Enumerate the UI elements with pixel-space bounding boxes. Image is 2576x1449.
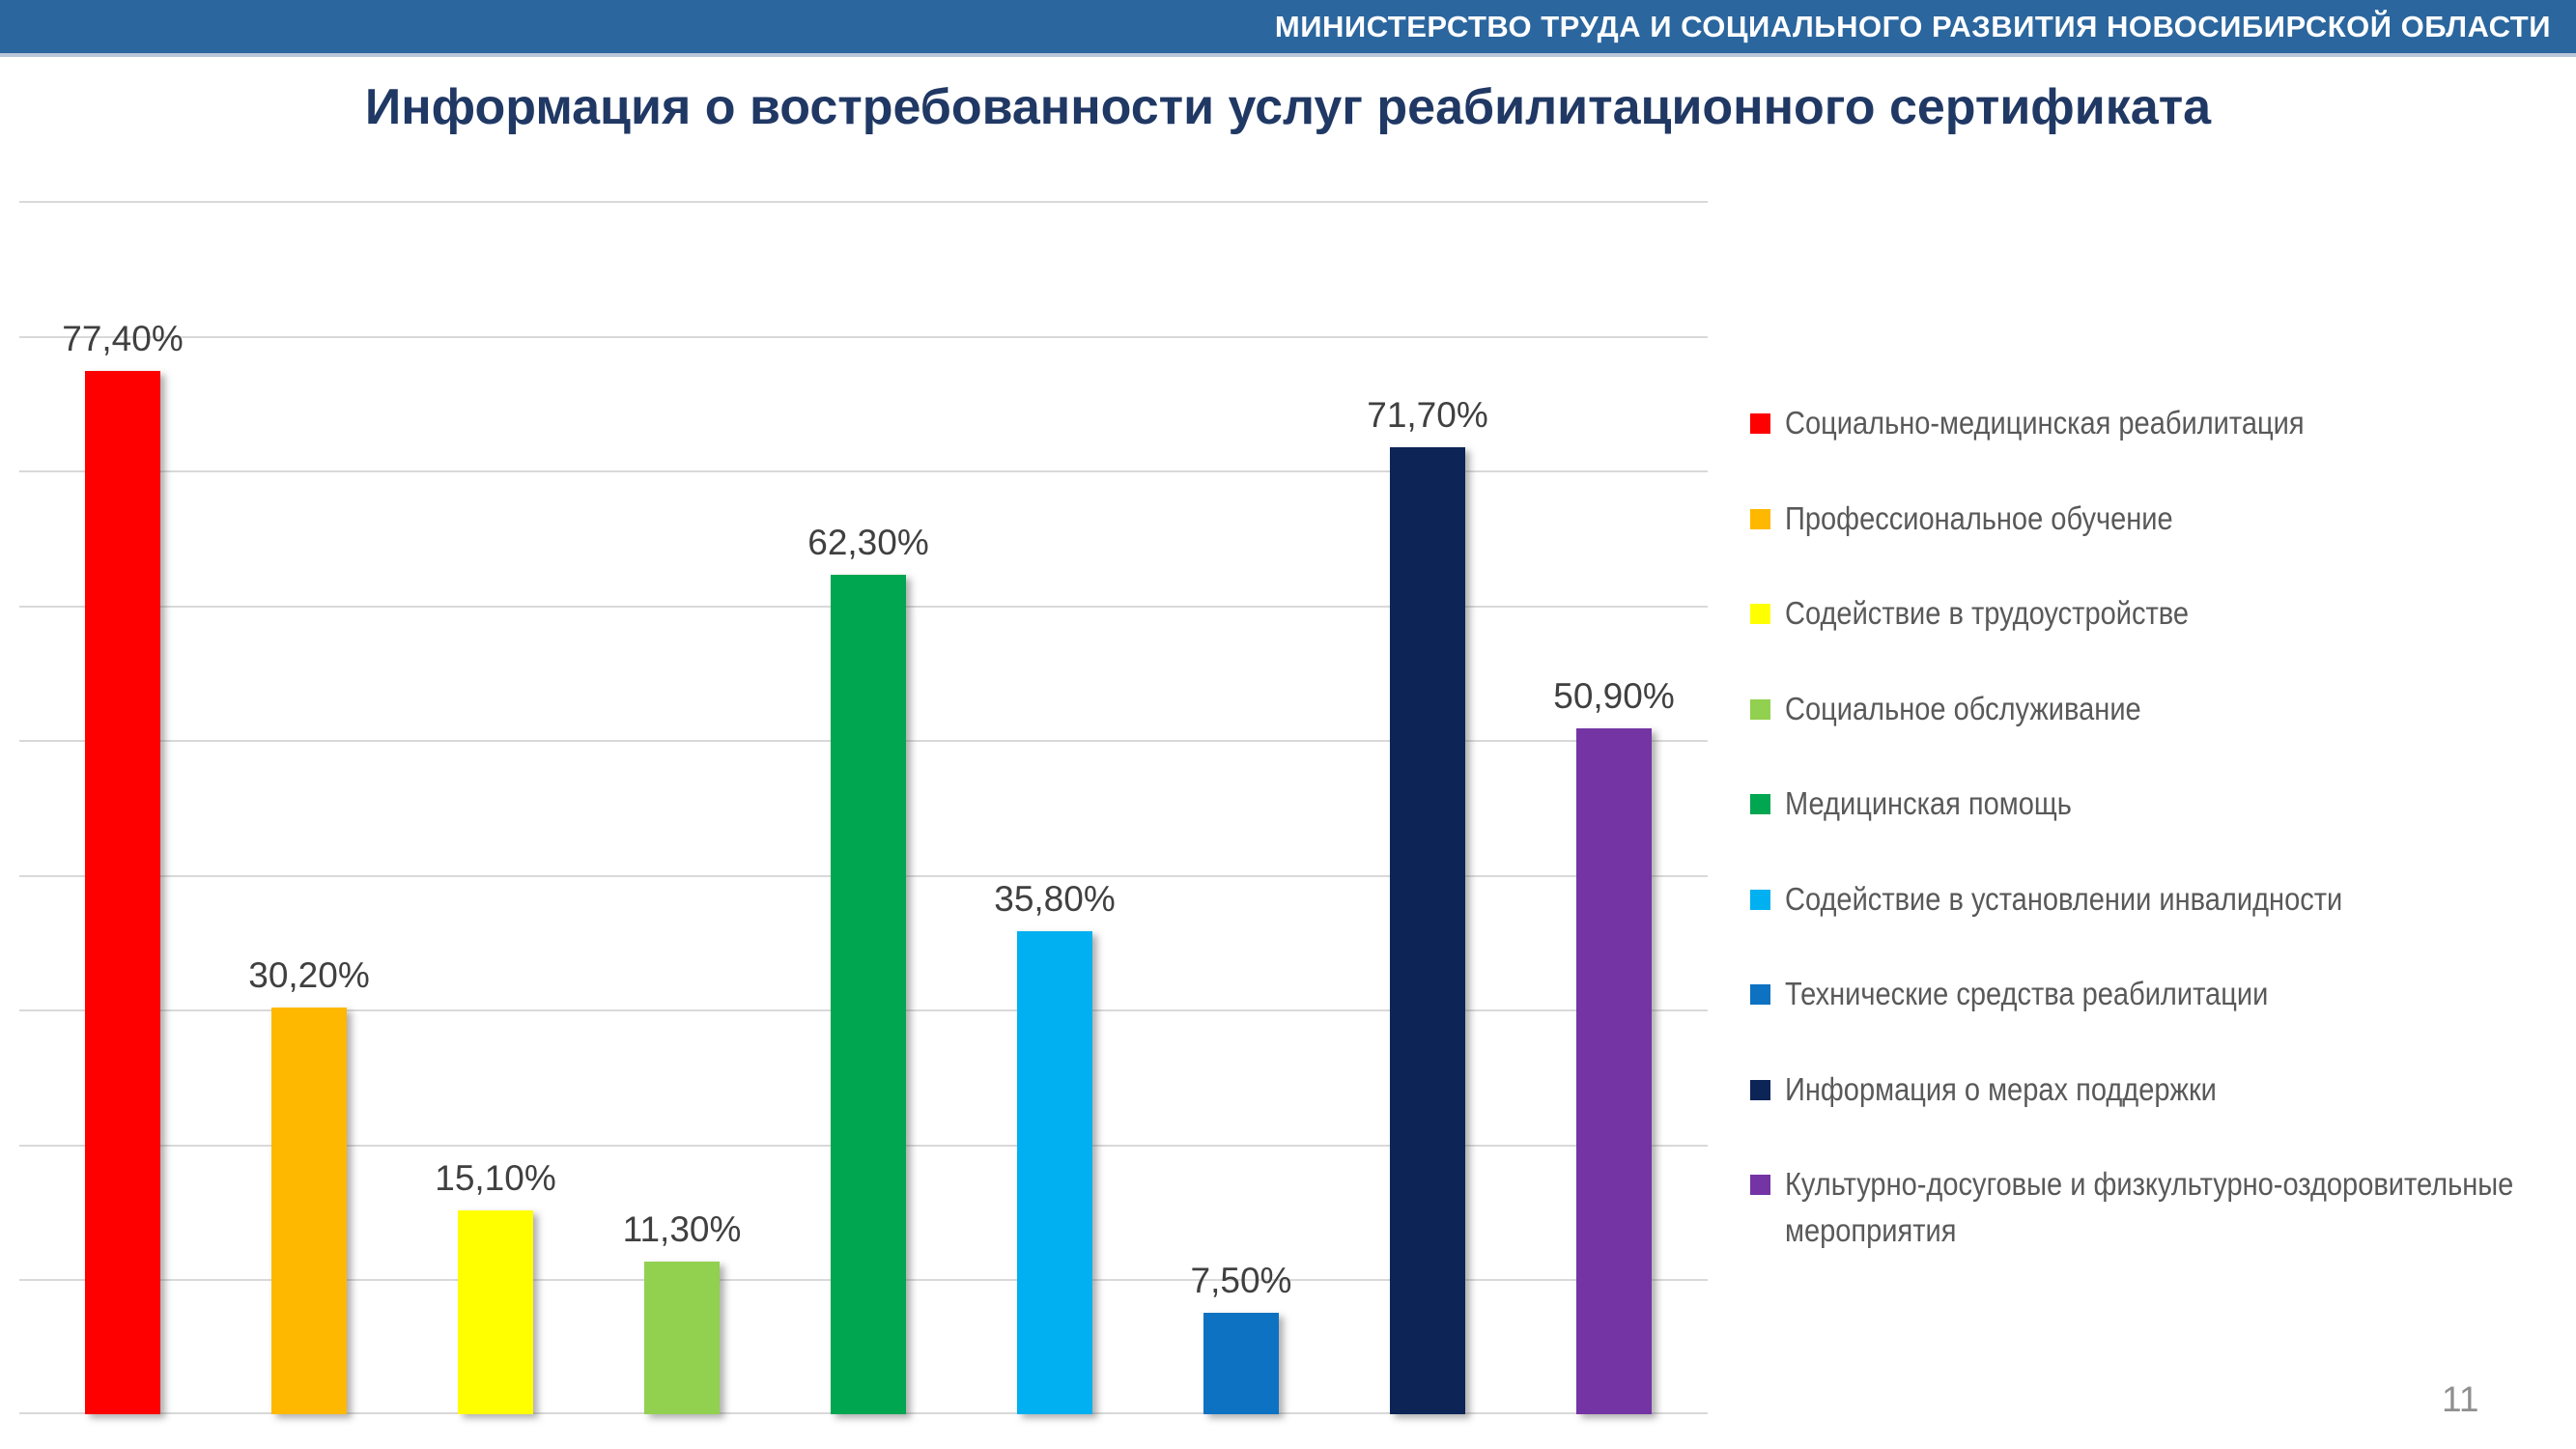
chart-legend: Социально-медицинская реабилитация Профес…: [1750, 0, 2576, 1449]
legend-item-3: Содействие в трудоустройстве: [1750, 590, 2576, 637]
legend-item-7: Технические средства реабилитации: [1750, 971, 2576, 1017]
bar-9: [1576, 727, 1652, 1414]
legend-item-1: Социально-медицинская реабилитация: [1750, 400, 2576, 446]
legend-item-4: Социальное обслуживание: [1750, 686, 2576, 732]
bar-8: [1390, 447, 1465, 1414]
bar-value-label-8: 71,70%: [1367, 395, 1488, 436]
legend-item-label: Профессиональное обучение: [1785, 499, 2173, 536]
bar-6: [1017, 931, 1092, 1414]
bar-value-label-1: 77,40%: [62, 318, 184, 358]
legend-swatch-icon: [1750, 794, 1770, 814]
bar-3: [458, 1210, 533, 1414]
bar-value-label-7: 7,50%: [1190, 1261, 1292, 1301]
bar-value-label-9: 50,90%: [1553, 675, 1675, 716]
bar-chart: 77,40% 30,20% 15,10% 11,30% 62,30% 35,80% 7,50…: [19, 201, 1708, 1414]
legend-swatch-icon: [1750, 413, 1770, 434]
gridline-70-percent: [19, 470, 1708, 473]
gridline-80-percent: [19, 335, 1708, 338]
legend-swatch-icon: [1750, 604, 1770, 624]
legend-item-5: Медицинская помощь: [1750, 781, 2576, 827]
legend-swatch-icon: [1750, 508, 1770, 529]
legend-item-label: Содействие в трудоустройстве: [1785, 595, 2190, 631]
bar-value-label-2: 30,20%: [248, 954, 370, 995]
page-title: Информация о востребованности услуг реаб…: [364, 79, 2212, 135]
legend-item-9: Культурно-досуговые и физкультурно-оздор…: [1750, 1161, 2576, 1254]
bar-7: [1203, 1313, 1279, 1414]
bar-2: [271, 1007, 347, 1414]
bar-value-label-5: 62,30%: [807, 522, 929, 562]
ministry-header-title: МИНИСТЕРСТВО ТРУДА И СОЦИАЛЬНОГО РАЗВИТИ…: [1274, 9, 2551, 43]
legend-swatch-icon: [1750, 1175, 1770, 1195]
legend-item-label: Технические средства реабилитации: [1785, 976, 2269, 1011]
legend-item-2: Профессиональное обучение: [1750, 496, 2576, 542]
legend-item-8: Информация о мерах поддержки: [1750, 1066, 2576, 1113]
legend-swatch-icon: [1750, 984, 1770, 1005]
header-bar: МИНИСТЕРСТВО ТРУДА И СОЦИАЛЬНОГО РАЗВИТИ…: [0, 0, 2576, 57]
legend-item-label: Медицинская помощь: [1785, 785, 2072, 821]
bar-1: [85, 370, 160, 1414]
legend-swatch-icon: [1750, 698, 1770, 720]
legend-item-label: Социально-медицинская реабилитация: [1785, 405, 2305, 440]
legend-item-label: Информация о мерах поддержки: [1785, 1070, 2217, 1107]
bar-value-label-6: 35,80%: [994, 879, 1116, 920]
legend-item-label: Социальное обслуживание: [1785, 690, 2141, 726]
bar-value-label-4: 11,30%: [622, 1209, 742, 1250]
legend-item-6: Содействие в установлении инвалидности: [1750, 876, 2576, 923]
bar-value-label-3: 15,10%: [435, 1158, 556, 1199]
legend-swatch-icon: [1750, 889, 1770, 910]
page-number: 11: [2442, 1379, 2479, 1419]
bar-5: [831, 574, 906, 1414]
legend-swatch-icon: [1750, 1079, 1770, 1100]
bar-4: [644, 1262, 720, 1414]
gridline-90-percent: [19, 201, 1708, 203]
legend-item-label: Культурно-досуговые и физкультурно-оздор…: [1785, 1166, 2514, 1248]
legend-item-label: Содействие в установлении инвалидности: [1785, 880, 2343, 917]
